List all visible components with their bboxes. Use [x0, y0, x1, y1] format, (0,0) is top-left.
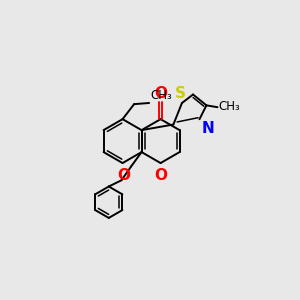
Text: S: S	[175, 86, 186, 101]
Text: O: O	[154, 168, 167, 183]
Text: N: N	[201, 121, 214, 136]
Text: O: O	[154, 86, 167, 101]
Text: O: O	[117, 168, 130, 183]
Text: CH₃: CH₃	[150, 89, 172, 102]
Text: CH₃: CH₃	[219, 100, 240, 113]
